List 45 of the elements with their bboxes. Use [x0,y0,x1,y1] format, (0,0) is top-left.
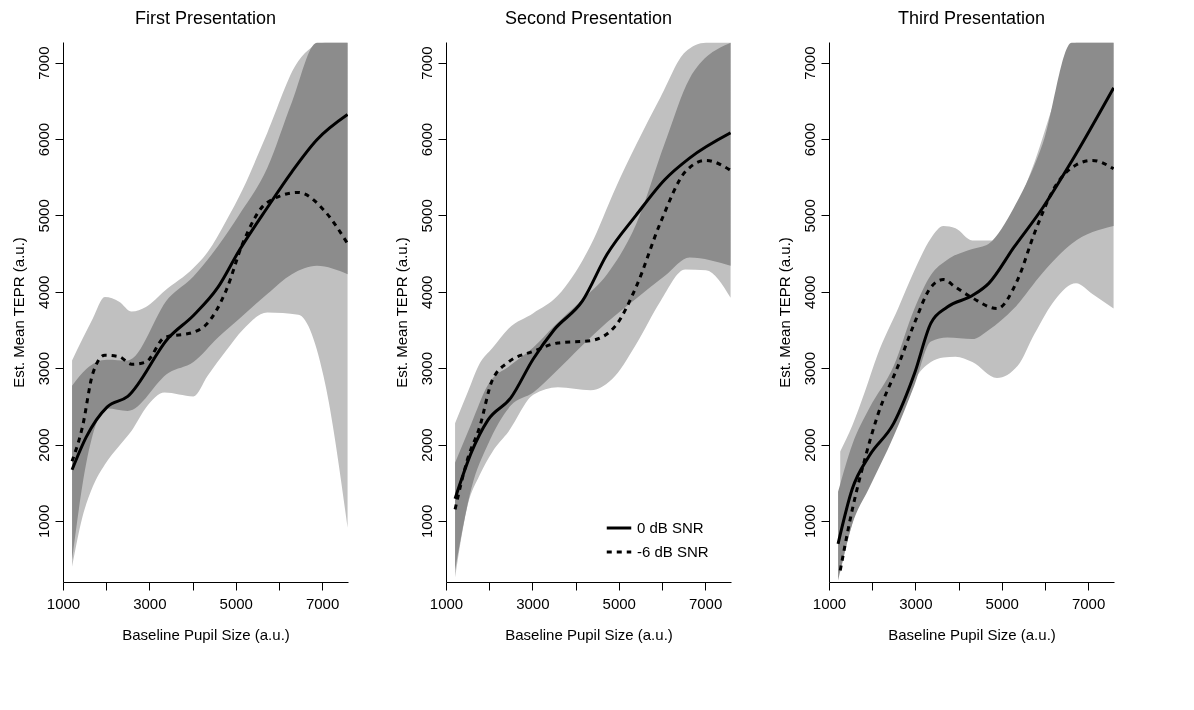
y-axis-title: Est. Mean TEPR (a.u.) [775,237,793,388]
y-tick-label: 6000 [34,122,52,157]
x-tick-label: 5000 [219,594,253,612]
legend-label: -6 dB SNR [637,543,709,560]
x-axis-title: Baseline Pupil Size (a.u.) [888,625,1056,643]
y-tick-label: 4000 [34,275,52,309]
y-tick-label: 3000 [800,351,818,386]
y-tick-label: 1000 [800,504,818,539]
x-tick-label: 5000 [985,594,1019,612]
chart-title: Third Presentation [897,8,1046,28]
y-tick-label: 4000 [417,275,435,309]
y-axis-title: Est. Mean TEPR (a.u.) [392,237,410,388]
x-tick-label: 1000 [812,594,847,612]
y-tick-label: 3000 [417,351,435,386]
y-tick-label: 6000 [417,122,435,157]
y-tick-label: 7000 [417,46,435,80]
x-axis-title: Baseline Pupil Size (a.u.) [505,625,673,643]
legend-label: 0 dB SNR [637,519,704,536]
y-tick-label: 2000 [34,428,52,462]
y-tick-label: 1000 [34,504,52,539]
y-tick-label: 5000 [417,199,435,233]
y-tick-label: 5000 [800,199,818,233]
x-tick-label: 3000 [516,594,550,612]
y-tick-label: 5000 [34,199,52,233]
y-tick-label: 4000 [800,275,818,309]
y-tick-label: 1000 [417,504,435,539]
x-tick-label: 5000 [602,594,636,612]
y-tick-label: 7000 [800,46,818,80]
x-tick-label: 7000 [305,594,340,612]
y-tick-label: 2000 [417,428,435,462]
y-tick-label: 7000 [34,46,52,80]
x-tick-label: 1000 [46,594,81,612]
x-tick-label: 1000 [429,594,464,612]
chart-title: First Presentation [134,8,277,28]
chart-title: Second Presentation [504,8,673,28]
x-tick-label: 7000 [688,594,723,612]
x-tick-label: 3000 [133,594,167,612]
x-axis-title: Baseline Pupil Size (a.u.) [122,625,290,643]
x-tick-label: 7000 [1071,594,1106,612]
line-series [70,113,348,472]
x-tick-label: 3000 [899,594,933,612]
y-tick-label: 6000 [800,122,818,157]
y-tick-label: 3000 [34,351,52,386]
y-axis-title: Est. Mean TEPR (a.u.) [9,237,27,388]
y-tick-label: 2000 [800,428,818,462]
